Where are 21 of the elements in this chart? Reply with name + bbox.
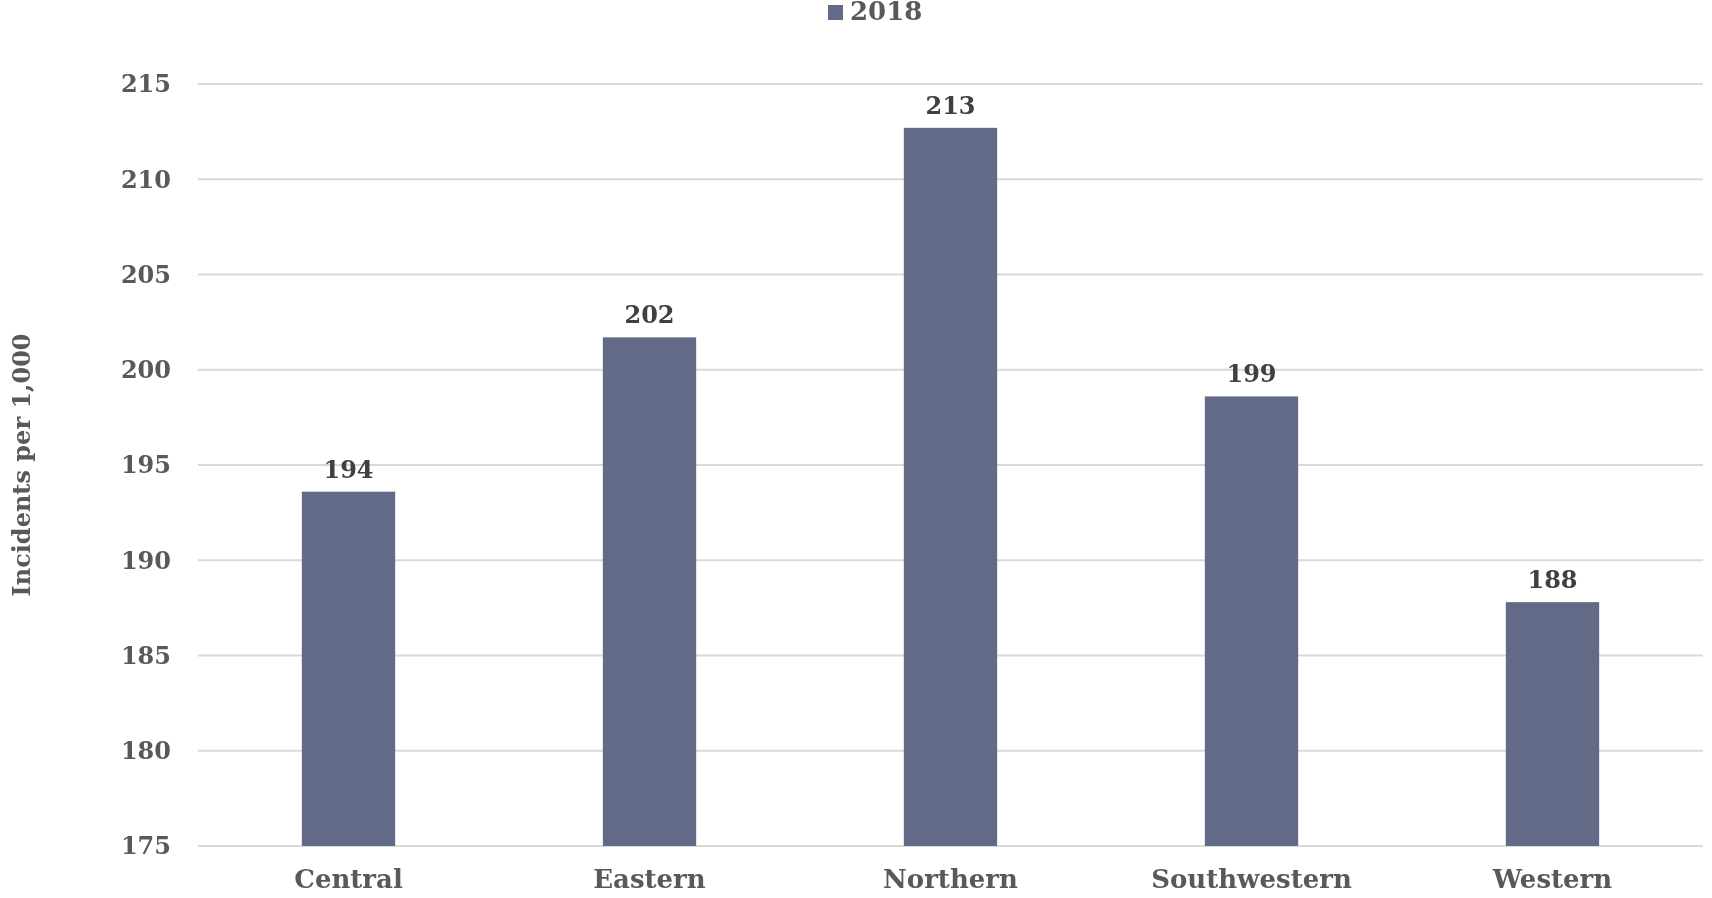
data-label: 194 bbox=[323, 454, 374, 484]
x-tick-label: Central bbox=[294, 864, 403, 894]
y-tick-label: 180 bbox=[120, 736, 171, 766]
y-tick-label: 195 bbox=[120, 450, 171, 480]
data-label: 199 bbox=[1226, 359, 1277, 389]
y-tick-label: 210 bbox=[120, 164, 171, 194]
y-axis-title: Incidents per 1,000 bbox=[7, 333, 36, 597]
legend-label: 2018 bbox=[850, 0, 923, 26]
y-tick-label: 200 bbox=[120, 355, 171, 385]
x-tick-label: Southwestern bbox=[1151, 864, 1352, 894]
y-tick-label: 175 bbox=[120, 831, 171, 861]
x-tick-label: Northern bbox=[883, 864, 1019, 894]
data-label: 188 bbox=[1527, 565, 1578, 595]
data-label: 213 bbox=[925, 90, 976, 120]
y-tick-label: 215 bbox=[120, 69, 171, 99]
y-tick-label: 185 bbox=[120, 640, 171, 670]
y-tick-label: 205 bbox=[120, 259, 171, 289]
x-tick-label: Western bbox=[1491, 864, 1613, 894]
x-tick-label: Eastern bbox=[593, 864, 706, 894]
data-label: 202 bbox=[624, 300, 675, 330]
y-tick-label: 190 bbox=[120, 545, 171, 575]
